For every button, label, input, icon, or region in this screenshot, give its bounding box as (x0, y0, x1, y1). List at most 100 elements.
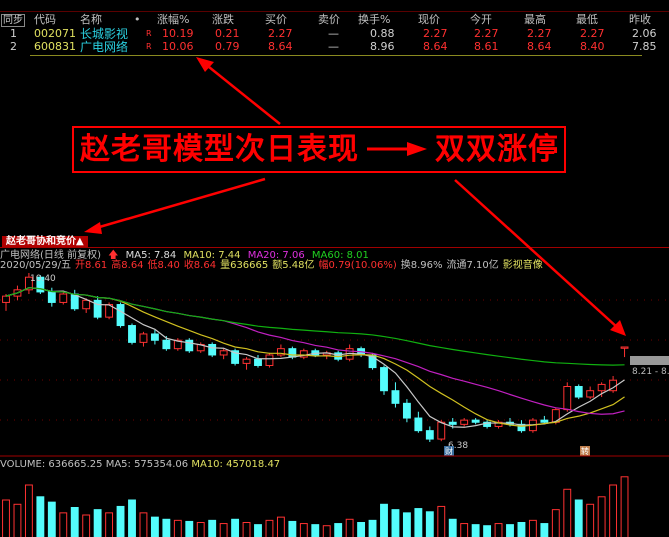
candle (460, 418, 469, 427)
volume-bar (609, 484, 618, 537)
change-pct: 10.06 (162, 40, 194, 53)
candle-body (425, 430, 434, 440)
indicator-tab[interactable]: 赵老哥协和竞价▲ (2, 236, 88, 248)
candle (299, 348, 308, 360)
volume-bar (47, 501, 56, 537)
table-row[interactable]: 2 600831 广电网络 R 10.06 0.79 8.64 — 8.96 8… (0, 40, 669, 54)
ma10-label: MA10: 7.44 (183, 250, 241, 261)
float-cap: 流通7.10亿 (446, 260, 499, 271)
col-high[interactable]: 最高 (524, 13, 546, 26)
ma60-label: MA60: 8.01 (311, 250, 369, 261)
table-row[interactable]: 1 002071 长城影视 R 10.19 0.21 2.27 — 0.88 2… (0, 27, 669, 41)
volume-bar (24, 484, 33, 537)
price: 8.64 (423, 40, 448, 53)
volume-bar (93, 509, 102, 537)
volume-bar (414, 508, 423, 537)
col-change-pct[interactable]: 涨幅% (157, 13, 190, 26)
high: 2.27 (527, 27, 552, 40)
candle (242, 357, 251, 370)
volume-bar (322, 525, 331, 537)
open: 开8.61 (75, 260, 108, 271)
candle-body (36, 276, 45, 293)
open: 8.61 (474, 40, 499, 53)
candle-body (82, 299, 91, 310)
banner-right-text: 双双涨停 (435, 132, 559, 167)
prev-close: 2.06 (632, 27, 657, 40)
volume-bar (391, 509, 400, 537)
candle (265, 352, 274, 368)
bid: 8.64 (268, 40, 293, 53)
candle (254, 354, 262, 368)
candle-body (563, 386, 572, 411)
sync-button[interactable]: 同步 (1, 14, 25, 27)
volume-bar (265, 519, 274, 537)
col-bid[interactable]: 买价 (265, 13, 287, 26)
chart-title: 广电网络(日线 前复权) (0, 250, 101, 261)
candle-body (265, 354, 274, 366)
transfer-marker[interactable] (580, 446, 590, 456)
candle-body (437, 421, 446, 440)
volume-bar (219, 523, 228, 537)
change-pct: 10.19 (162, 27, 194, 40)
volume-bar (288, 520, 297, 537)
pane-divider (0, 247, 669, 248)
volume-bar (334, 523, 343, 537)
candle (219, 348, 228, 360)
candle-body (288, 348, 297, 358)
candle-body (254, 358, 262, 366)
finance-marker[interactable] (444, 446, 454, 456)
volume-bar (574, 499, 583, 537)
volume-bar (116, 505, 125, 537)
candle-body (185, 339, 194, 352)
col-price[interactable]: 现价 (418, 13, 440, 26)
col-name[interactable]: 名称 (80, 13, 102, 26)
candle (173, 338, 182, 351)
candle-body (24, 276, 33, 291)
change: 幅0.79(10.06%) (318, 260, 397, 271)
candle-body (402, 402, 411, 419)
volume-bar (105, 512, 114, 537)
candle (494, 420, 503, 429)
candle-body (391, 390, 400, 404)
volume-bar (586, 503, 595, 537)
col-low[interactable]: 最低 (576, 13, 598, 26)
arrow-to-tab (95, 177, 266, 230)
volume-bar (311, 524, 320, 537)
col-open[interactable]: 今开 (470, 13, 492, 26)
col-code[interactable]: 代码 (34, 13, 56, 26)
bid: 2.27 (268, 27, 293, 40)
candle (402, 399, 411, 423)
volume-bar (460, 523, 469, 537)
table-header: 同步 代码 名称 • 涨幅% 涨跌 买价 卖价 换手% 现价 今开 最高 最低 … (0, 13, 669, 27)
candle-body (448, 421, 457, 425)
volume-ma10: MA10: 457018.47 (191, 459, 281, 470)
col-change[interactable]: 涨跌 (212, 13, 234, 26)
ma20-label: MA20: 7.06 (247, 250, 305, 261)
candle-body (586, 390, 595, 398)
candle-body (597, 383, 606, 392)
candle (139, 331, 148, 347)
candle-body (2, 295, 10, 303)
volume-bar (208, 519, 217, 537)
candle-body (471, 419, 480, 423)
col-ask[interactable]: 卖价 (318, 13, 340, 26)
arrowhead-icon (84, 222, 102, 234)
volume-bar (494, 523, 503, 537)
candle (231, 348, 240, 366)
table-underline (30, 55, 642, 56)
col-turnover[interactable]: 换手% (358, 13, 391, 26)
col-dot: • (134, 13, 141, 26)
volume-bar (483, 525, 492, 537)
candle-body (59, 293, 68, 303)
turnover: 8.96 (370, 40, 395, 53)
candle (276, 344, 285, 358)
col-prev-close[interactable]: 昨收 (629, 13, 651, 26)
volume-bar (517, 522, 526, 537)
arrowhead-icon (196, 57, 214, 72)
volume-bar (345, 518, 354, 537)
volume-bar (139, 512, 148, 537)
candle-body (128, 325, 136, 343)
sector[interactable]: 影视音像 (502, 260, 543, 271)
volume-bar (437, 505, 446, 537)
